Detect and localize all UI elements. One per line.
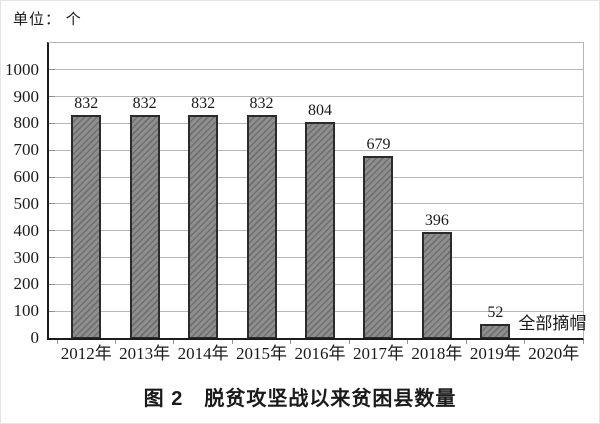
x-tick-label: 2013年 [119,344,171,363]
bar [421,231,452,338]
x-tick-mark [173,340,175,344]
x-tick-mark [465,340,467,344]
bar [129,114,160,338]
y-tick-mark [49,283,55,285]
bar-chart-plot-area: 0 100 200 300 400 500 600 700 800 900 1000 832 2012年… [5,42,587,363]
bar-value-label: 832 [249,94,274,112]
x-tick-mark [290,340,292,344]
y-tick-label: 1000 [5,59,39,79]
bar-value-label: 832 [74,94,99,112]
figure-caption: 图 2 脱贫攻坚战以来贫困县数量 [143,388,457,410]
bar-value-label: 679 [366,135,391,153]
x-tick-label: 2019年 [469,344,521,363]
x-tick-mark [348,340,350,344]
x-tick-label: 2020年 [528,344,580,363]
y-tick-mark [49,310,55,312]
bar [71,114,102,338]
x-tick-mark [582,340,584,344]
y-tick-label: 900 [13,86,40,106]
x-tick-mark [114,340,116,344]
y-tick-label: 800 [13,113,40,133]
bar [188,114,219,338]
x-tick-label: 2012年 [60,344,112,363]
y-tick-label: 500 [13,193,40,213]
unit-label: 单位： 个 [13,12,82,28]
x-tick-mark [407,340,409,344]
y-tick-mark [49,96,55,98]
x-tick-label: 2018年 [411,344,463,363]
y-tick-label: 300 [13,247,40,267]
bar [246,114,277,338]
y-tick-mark [49,203,55,205]
y-tick-mark [49,230,55,232]
annotation-label: 全部摘帽 [518,314,587,334]
x-tick-label: 2014年 [177,344,229,363]
x-tick-label: 2017年 [352,344,404,363]
gridline [49,96,583,98]
y-tick-label: 0 [30,328,40,347]
y-tick-label: 100 [13,301,40,321]
y-tick-label: 700 [13,140,40,160]
bar-value-label: 52 [487,304,504,322]
y-tick-mark [49,176,55,178]
y-tick-label: 200 [13,274,40,294]
y-tick-label: 400 [13,220,40,240]
bar-value-label: 396 [424,211,449,229]
y-tick-mark [49,122,55,124]
x-tick-mark [231,340,233,344]
bar-value-label: 832 [132,94,157,112]
bar-value-label: 804 [308,102,332,120]
y-tick-mark [49,69,55,71]
bar-value-label: 832 [191,94,216,112]
y-tick-mark [49,149,55,151]
bar [305,122,335,338]
x-tick-mark [524,340,526,344]
bar [480,324,511,338]
x-tick-label: 2016年 [294,344,346,363]
x-tick-mark [56,340,58,344]
y-tick-label: 600 [13,167,40,187]
bar [363,155,394,338]
gridline [49,69,583,71]
y-tick-mark [49,257,55,259]
x-tick-label: 2015年 [236,344,288,363]
